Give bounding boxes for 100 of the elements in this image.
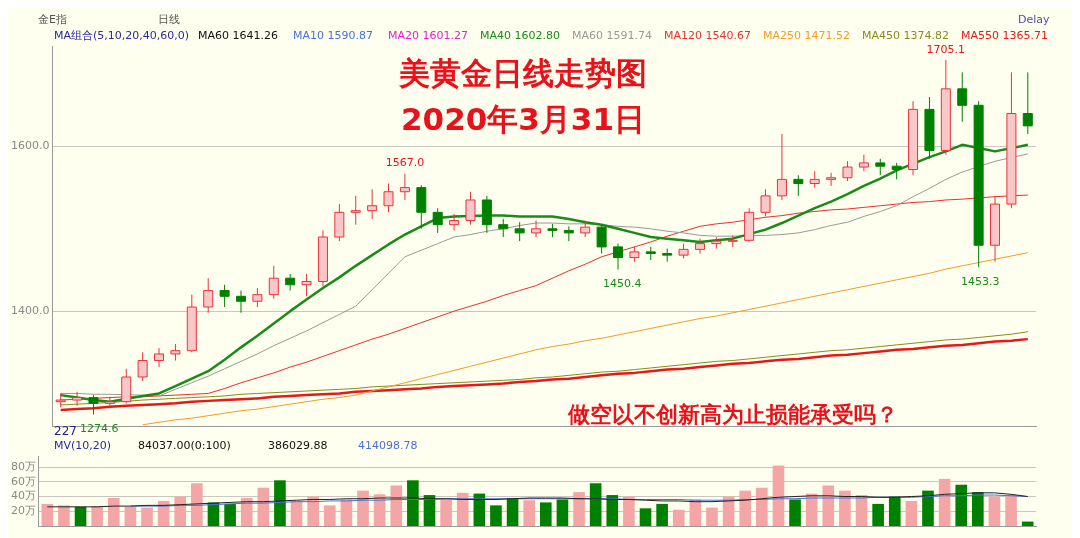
text: 414098.78 (358, 438, 418, 452)
text: MA组合(5,10,20,40,60,0) (54, 28, 190, 42)
bar (58, 505, 70, 526)
bar (639, 508, 652, 526)
bar (756, 487, 768, 526)
candlestick (727, 234, 738, 248)
text: MA450 1374.82 (861, 28, 949, 42)
candlestick (465, 191, 476, 226)
candlestick (694, 238, 705, 254)
candlestick (776, 133, 787, 201)
candlestick (235, 290, 246, 314)
text: MA550 1365.71 (960, 28, 1048, 42)
candlestick (1022, 71, 1033, 135)
candlestick (252, 287, 263, 308)
candlestick (858, 154, 869, 172)
bar (706, 507, 718, 526)
y-tick-label: 20万 (11, 504, 36, 518)
annotation: 1705.1 (926, 42, 966, 56)
annotation: 做空以不创新高为止损能承受吗？ (567, 401, 898, 427)
y-tick-label: 60万 (11, 474, 36, 488)
bar (772, 465, 785, 526)
bar (407, 480, 419, 526)
candlestick (334, 203, 345, 242)
bar (41, 503, 54, 526)
bar (922, 490, 934, 526)
candlestick (563, 225, 574, 242)
bar (523, 500, 536, 526)
candlestick (826, 172, 837, 187)
bar (872, 503, 884, 526)
bar (972, 492, 984, 526)
candlestick (416, 184, 427, 230)
bar (224, 503, 236, 526)
bar (191, 483, 203, 526)
bar (240, 498, 253, 526)
candlestick (809, 170, 820, 189)
bar (672, 509, 685, 526)
bar (107, 498, 120, 526)
candlestick (498, 218, 509, 238)
bar (905, 500, 918, 526)
text: 2020年3月31日 (401, 101, 645, 138)
candlestick (350, 195, 361, 226)
candlestick (203, 277, 214, 314)
candlestick (154, 347, 165, 368)
bar (955, 484, 968, 526)
candlestick (924, 96, 935, 160)
bar (888, 496, 901, 526)
bar (124, 506, 137, 526)
candlestick (973, 100, 984, 268)
bar (988, 496, 1001, 526)
candlestick (793, 174, 804, 197)
annotation: 1274.6 (80, 421, 119, 435)
bar (739, 490, 752, 526)
text: Delay (1018, 12, 1051, 26)
bar (589, 483, 602, 526)
bar (390, 485, 403, 526)
y-tick-label: 40万 (11, 489, 36, 503)
y-tick-label: 80万 (11, 459, 36, 473)
y-tick-label: 1600.0 (10, 139, 50, 153)
bar (606, 495, 619, 526)
bar (573, 492, 585, 526)
candlestick (481, 195, 492, 234)
bar (440, 499, 452, 526)
text: 金E指 (38, 12, 67, 26)
annotation: 1450.4 (603, 276, 642, 290)
candlestick (367, 188, 378, 220)
bar (789, 499, 801, 526)
bar (357, 490, 369, 526)
chart-title: 美黄金日线走势图 (398, 55, 647, 92)
candlestick (285, 273, 296, 292)
bar (91, 506, 103, 526)
candlestick (399, 173, 410, 201)
candlestick (891, 162, 902, 180)
bar (623, 496, 635, 526)
candlestick (449, 213, 460, 231)
bar (290, 500, 303, 526)
text: 386029.88 (268, 438, 328, 452)
bar (490, 505, 502, 526)
bar (1021, 521, 1034, 526)
bar (274, 480, 286, 526)
text: MA20 1601.27 (388, 28, 468, 42)
candlestick (301, 273, 312, 297)
text: MA250 1471.52 (762, 28, 850, 42)
candlestick (744, 207, 755, 243)
bar (307, 496, 319, 526)
bar (822, 485, 835, 526)
bar (506, 498, 519, 526)
candlestick (908, 100, 919, 176)
bar (456, 492, 469, 526)
candlestick (268, 265, 279, 300)
text: MA60 1641.26 (198, 28, 278, 42)
candlestick (613, 243, 624, 271)
candlestick (957, 71, 968, 123)
bar (556, 499, 569, 526)
text: MA10 1590.87 (293, 28, 373, 42)
candlestick (317, 229, 328, 287)
text: MA40 1602.80 (480, 28, 560, 42)
text: MV(10,20) (54, 438, 112, 452)
candlestick (137, 351, 148, 382)
bar (141, 507, 153, 526)
candlestick (940, 59, 951, 156)
